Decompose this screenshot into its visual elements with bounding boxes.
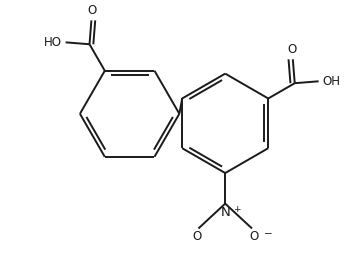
Text: HO: HO	[44, 36, 62, 49]
Text: O: O	[192, 230, 201, 243]
Text: O: O	[287, 43, 296, 57]
Text: N: N	[220, 206, 230, 219]
Text: O: O	[249, 230, 259, 243]
Text: O: O	[88, 4, 97, 18]
Text: +: +	[233, 205, 240, 214]
Text: OH: OH	[323, 75, 340, 88]
Text: −: −	[263, 229, 272, 239]
